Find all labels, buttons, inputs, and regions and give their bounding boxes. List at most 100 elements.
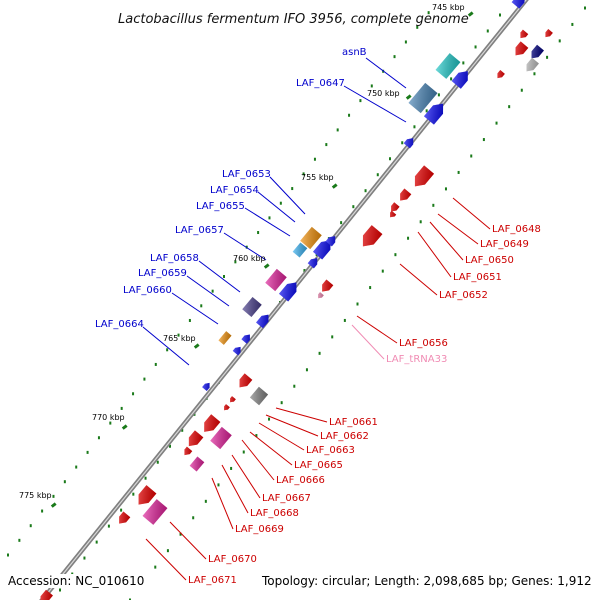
dot-outer	[318, 351, 321, 355]
dot-inner-near	[364, 189, 367, 193]
dot-inner-far	[257, 231, 260, 235]
dot-outer	[343, 318, 346, 322]
leader-line-forward	[223, 232, 267, 261]
gene-LAF_0656	[322, 279, 334, 292]
leader-line-reverse	[429, 221, 464, 261]
gene-fwd-shade	[232, 346, 241, 356]
gene-LAF_0652	[362, 225, 383, 247]
dot-outer	[584, 6, 586, 10]
gene-rev	[545, 29, 553, 38]
gene-LAF_0653	[300, 226, 322, 250]
gene-label-reverse: LAF_0656	[399, 338, 448, 349]
gene-fwd-shade	[202, 382, 210, 391]
leader-line-forward	[244, 207, 291, 237]
gene-LAF_0656-shade	[322, 279, 334, 292]
dot-inner-far	[223, 275, 225, 278]
dot-outer	[419, 220, 422, 224]
gene-label-forward: LAF_0660	[123, 285, 172, 296]
gene-rev-shade	[497, 70, 505, 79]
gene-LAF_0648	[414, 165, 435, 187]
gene-LAF_0663b	[224, 404, 230, 411]
dot-inner-far	[200, 304, 203, 308]
dot-inner-near	[499, 13, 501, 17]
gene-fwd-shade	[451, 71, 468, 89]
gene-fwd-shade	[278, 282, 297, 302]
gene-LAF_0667	[210, 426, 232, 450]
gene-rev	[497, 70, 505, 79]
gene-fwd	[256, 314, 269, 329]
gene-fwd	[312, 240, 331, 260]
kbp-ticks: 745 kbp 750 kbp 755 kbp 760 kbp 765 kbp 770 k…	[19, 3, 474, 508]
leader-line-reverse	[452, 197, 491, 230]
dot-outer	[533, 72, 536, 76]
dot-inner-near	[376, 173, 379, 177]
dot-outer	[154, 565, 157, 569]
tick-mark	[263, 263, 270, 269]
leader-line-reverse	[399, 263, 438, 296]
gene-fwd	[451, 71, 468, 89]
dot-outer	[217, 483, 220, 487]
accession-text: Accession: NC_010610	[8, 574, 145, 588]
dot-inner-far	[166, 348, 169, 352]
gene-rev-shade	[526, 57, 539, 72]
dot-outer	[394, 253, 397, 257]
gene-label-forward: LAF_0664	[95, 319, 144, 330]
dot-inner-far	[7, 553, 9, 557]
gene-LAF_0650	[391, 202, 400, 212]
dot-outer	[369, 286, 372, 290]
dot-inner-far	[52, 494, 55, 498]
dot-outer	[242, 450, 245, 454]
leader-line-forward	[269, 176, 306, 215]
dot-inner-near	[303, 269, 306, 273]
dot-inner-near	[144, 476, 147, 480]
tick-label: 775 kbp	[19, 491, 52, 500]
gene-label-reverse: LAF_0668	[250, 508, 299, 519]
dot-inner-far	[370, 84, 373, 88]
gene-label-reverse: LAF_0670	[208, 554, 257, 565]
dot-inner-far	[177, 333, 180, 337]
gene-LAF_0670b	[142, 499, 168, 525]
gene-rev-shade	[515, 41, 529, 56]
dot-inner-far	[29, 524, 32, 528]
dot-outer	[508, 105, 511, 109]
gene-fwd	[403, 138, 414, 149]
dot-inner-near	[352, 205, 355, 209]
gene-LAF_0666	[188, 430, 204, 447]
dot-inner-far	[427, 11, 430, 15]
gene-LAF_0664-shade	[218, 331, 232, 345]
gene-LAF_0662	[249, 386, 269, 406]
gene-LAF_0662-shade	[249, 386, 269, 406]
tick-label: 770 kbp	[92, 413, 125, 422]
gene-label-forward: LAF_0657	[175, 225, 224, 236]
dot-inner-far	[63, 480, 66, 484]
dot-inner-near	[437, 93, 440, 97]
dot-inner-near	[389, 157, 391, 161]
gene-label-reverse: LAF_0666	[276, 475, 325, 486]
dot-inner-far	[234, 260, 237, 264]
gene-fwd-shade	[256, 314, 269, 329]
gene-rev	[531, 44, 544, 59]
gene-LAF_0670-shade	[138, 485, 157, 505]
dot-inner-near	[340, 221, 343, 225]
dot-inner-far	[404, 40, 407, 44]
gene-LAF_tRNA33	[318, 292, 324, 299]
dot-inner-near	[413, 125, 416, 129]
leader-line-reverse	[258, 422, 305, 451]
gene-rev-shade	[520, 29, 529, 39]
tick-mark	[331, 183, 338, 189]
dot-inner-near	[83, 556, 86, 560]
dot-inner-far	[86, 450, 89, 454]
gene-label-reverse: LAF_0651	[453, 272, 502, 283]
dot-inner-far	[97, 436, 100, 440]
gene-LAF_0647	[408, 82, 438, 114]
dot-outer	[356, 302, 359, 306]
dot-inner-near	[107, 524, 110, 528]
map-title: Lactobacillus fermentum IFO 3956, comple…	[118, 12, 469, 27]
tick-label: 765 kbp	[163, 334, 196, 343]
gene-LAF_0661	[239, 373, 253, 388]
gene-labels: asnB LAF_0647 LAF_0653 LAF_0654 LAF_0655 LAF_…	[95, 47, 541, 586]
dot-inner-near	[59, 588, 61, 592]
gene-label-forward: LAF_0658	[150, 253, 199, 264]
gene-fwd	[511, 0, 525, 9]
